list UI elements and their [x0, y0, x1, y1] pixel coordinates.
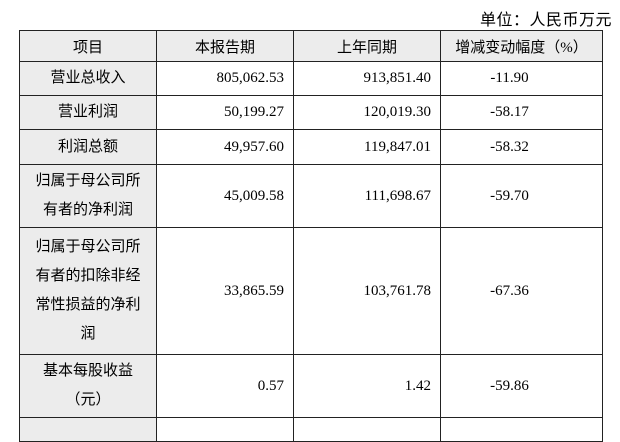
change-pct-value: -58.17: [440, 95, 603, 130]
column-header-item: 项目: [19, 30, 157, 62]
unit-label: 单位：人民币万元: [479, 12, 612, 29]
current-period-value: 805,062.53: [156, 61, 294, 96]
prior-period-value: 120,019.30: [293, 95, 441, 130]
table-row: 归属于母公司所有者的净利润 45,009.58 111,698.67 -59.70: [19, 164, 603, 228]
row-label: 归属于母公司所有者的净利润: [19, 164, 157, 228]
column-header-change-pct: 增减变动幅度（%）: [440, 30, 603, 62]
column-header-current-period: 本报告期: [156, 30, 294, 62]
header-row: 项目 本报告期 上年同期 增减变动幅度（%）: [19, 30, 603, 62]
change-pct-value: -58.32: [440, 129, 603, 165]
change-pct-value: -11.90: [440, 61, 603, 96]
table-row: 营业利润 50,199.27 120,019.30 -58.17: [19, 95, 603, 130]
financial-summary-table: 项目 本报告期 上年同期 增减变动幅度（%） 营业总收入 805,062.53 913,8…: [19, 30, 603, 442]
current-period-value: 50,199.27: [156, 95, 294, 130]
row-label: 营业利润: [19, 95, 157, 130]
change-pct-value: -59.86: [440, 354, 603, 418]
prior-period-value: 1.42: [293, 354, 441, 418]
row-label: 利润总额: [19, 129, 157, 165]
row-label: [19, 417, 157, 442]
table-row: 归属于母公司所有者的扣除非经常性损益的净利润 33,865.59 103,761.7…: [19, 227, 603, 355]
table-header: 项目 本报告期 上年同期 增减变动幅度（%）: [19, 30, 603, 62]
row-label: 基本每股收益（元）: [19, 354, 157, 418]
prior-period-value: 111,698.67: [293, 164, 441, 228]
prior-period-value: 119,847.01: [293, 129, 441, 165]
column-header-prior-period: 上年同期: [293, 30, 441, 62]
row-label: 归属于母公司所有者的扣除非经常性损益的净利润: [19, 227, 157, 355]
table-row: 基本每股收益（元） 0.57 1.42 -59.86: [19, 354, 603, 418]
table-body: 营业总收入 805,062.53 913,851.40 -11.90 营业利润 50,19…: [19, 61, 603, 442]
prior-period-value: [293, 417, 441, 442]
current-period-value: 0.57: [156, 354, 294, 418]
table-row: 利润总额 49,957.60 119,847.01 -58.32: [19, 129, 603, 165]
current-period-value: 49,957.60: [156, 129, 294, 165]
current-period-value: 33,865.59: [156, 227, 294, 355]
table-row: [19, 417, 603, 442]
change-pct-value: -59.70: [440, 164, 603, 228]
table-row: 营业总收入 805,062.53 913,851.40 -11.90: [19, 61, 603, 96]
change-pct-value: [440, 417, 603, 442]
prior-period-value: 103,761.78: [293, 227, 441, 355]
row-label: 营业总收入: [19, 61, 157, 96]
change-pct-value: -67.36: [440, 227, 603, 355]
current-period-value: [156, 417, 294, 442]
current-period-value: 45,009.58: [156, 164, 294, 228]
prior-period-value: 913,851.40: [293, 61, 441, 96]
